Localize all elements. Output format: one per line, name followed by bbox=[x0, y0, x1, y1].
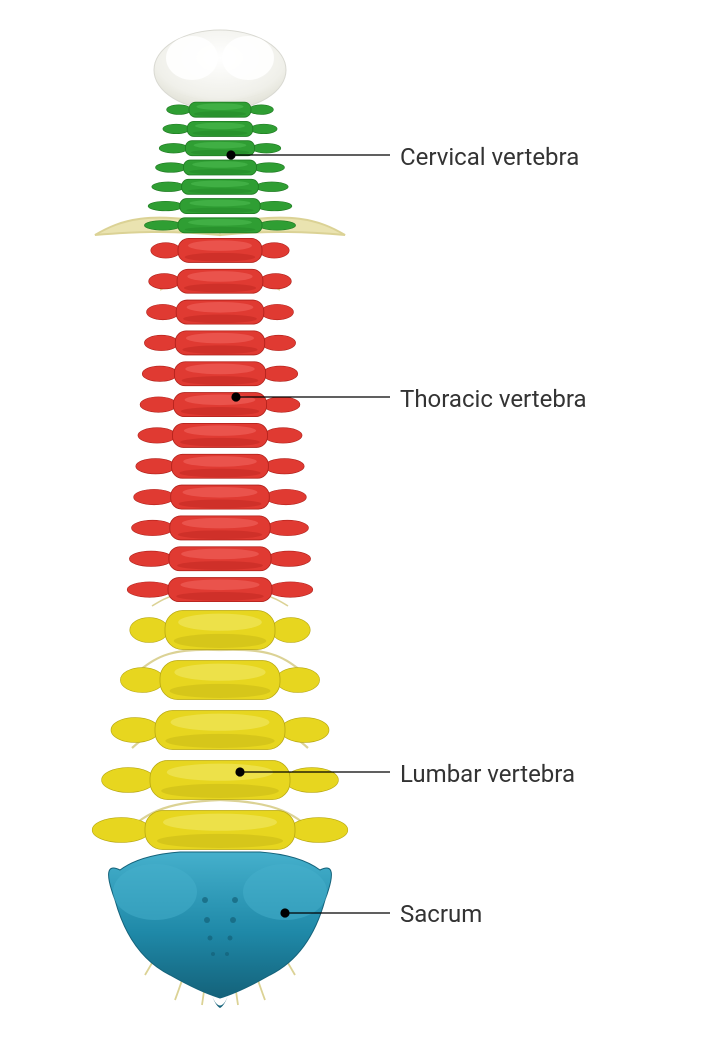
thoracic-vertebra bbox=[149, 269, 292, 293]
thoracic-vertebra bbox=[142, 362, 298, 386]
thoracic-vertebra bbox=[147, 300, 294, 324]
thoracic-vertebra bbox=[144, 331, 295, 355]
lumbar-vertebra bbox=[130, 611, 310, 650]
cervical-vertebra bbox=[148, 199, 292, 214]
skull-base bbox=[154, 30, 286, 110]
thoracic-vertebra bbox=[138, 423, 302, 447]
lumbar-vertebra bbox=[102, 761, 339, 800]
cervical-vertebra bbox=[167, 102, 274, 117]
thoracic-vertebra bbox=[129, 547, 310, 571]
thoracic-vertebra bbox=[151, 238, 289, 262]
diagram-canvas: Cervical vertebra Thoracic vertebra Lumb… bbox=[0, 0, 710, 1043]
lumbar-vertebra bbox=[92, 811, 348, 850]
cervical-vertebra bbox=[159, 141, 281, 156]
thoracic-vertebra bbox=[140, 393, 300, 417]
label-cervical: Cervical vertebra bbox=[400, 143, 579, 171]
thoracic-vertebra bbox=[134, 485, 307, 509]
lumbar-vertebra bbox=[120, 661, 319, 700]
thoracic-vertebra bbox=[136, 454, 304, 478]
label-thoracic: Thoracic vertebra bbox=[400, 385, 587, 413]
thoracic-vertebra bbox=[131, 516, 308, 540]
spinal-column-illustration bbox=[0, 0, 710, 1043]
cervical-vertebra bbox=[156, 160, 285, 175]
cervical-vertebra bbox=[152, 179, 288, 194]
vertebrae-stack bbox=[92, 102, 348, 849]
label-lumbar: Lumbar vertebra bbox=[400, 760, 575, 788]
cervical-vertebra bbox=[163, 121, 277, 136]
label-sacrum: Sacrum bbox=[400, 900, 482, 928]
lumbar-vertebra bbox=[111, 711, 329, 750]
sacrum-region bbox=[109, 852, 332, 1008]
thoracic-vertebra bbox=[127, 578, 313, 602]
